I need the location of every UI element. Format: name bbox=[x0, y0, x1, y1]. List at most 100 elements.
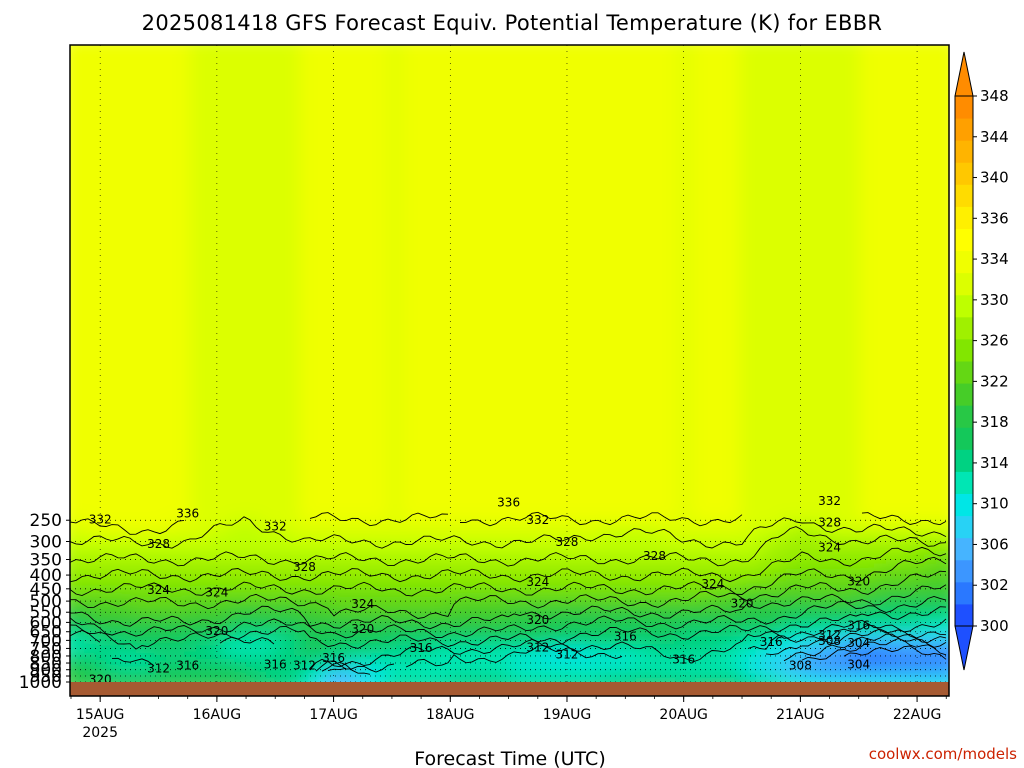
heat-cell bbox=[740, 170, 751, 180]
heat-cell bbox=[450, 143, 461, 153]
heat-cell bbox=[650, 359, 661, 369]
heat-cell bbox=[570, 89, 581, 99]
heat-cell bbox=[690, 440, 701, 450]
heat-cell bbox=[610, 305, 621, 315]
heat-cell bbox=[260, 467, 271, 477]
heat-cell bbox=[900, 188, 911, 198]
heat-cell bbox=[360, 35, 371, 45]
heat-cell bbox=[830, 467, 841, 477]
heat-cell bbox=[250, 62, 261, 72]
heat-cell bbox=[370, 296, 381, 306]
heat-cell bbox=[880, 341, 891, 351]
heat-cell bbox=[340, 377, 351, 387]
heat-cell bbox=[640, 98, 651, 108]
heat-cell bbox=[590, 62, 601, 72]
heat-cell bbox=[140, 476, 151, 486]
heat-cell bbox=[110, 395, 121, 405]
heat-cell bbox=[720, 521, 731, 531]
heat-cell bbox=[570, 449, 581, 459]
heat-cell bbox=[720, 62, 731, 72]
heat-cell bbox=[320, 413, 331, 423]
heat-cell bbox=[770, 305, 781, 315]
heat-cell bbox=[290, 332, 301, 342]
heat-cell bbox=[250, 152, 261, 162]
heat-cell bbox=[90, 197, 101, 207]
heat-cell bbox=[390, 80, 401, 90]
heat-cell bbox=[580, 485, 591, 495]
heat-cell bbox=[900, 152, 911, 162]
heat-cell bbox=[360, 332, 371, 342]
heat-cell bbox=[180, 116, 191, 126]
heat-cell bbox=[810, 485, 821, 495]
heat-cell bbox=[150, 98, 161, 108]
heat-cell bbox=[670, 206, 681, 216]
heat-cell bbox=[420, 278, 431, 288]
heat-cell bbox=[330, 269, 341, 279]
heat-cell bbox=[140, 314, 151, 324]
heat-cell bbox=[170, 404, 181, 414]
heat-cell bbox=[860, 404, 871, 414]
heat-cell bbox=[380, 53, 391, 63]
heat-cell bbox=[940, 80, 949, 90]
heat-cell bbox=[440, 179, 451, 189]
heat-cell bbox=[360, 179, 371, 189]
heat-cell bbox=[270, 35, 281, 45]
heat-cell bbox=[100, 332, 111, 342]
heat-cell bbox=[770, 431, 781, 441]
heat-cell bbox=[560, 368, 571, 378]
heat-cell bbox=[230, 314, 241, 324]
heat-cell bbox=[180, 242, 191, 252]
heat-cell bbox=[730, 350, 741, 360]
heat-cell bbox=[650, 395, 661, 405]
heat-cell bbox=[290, 314, 301, 324]
heat-cell bbox=[140, 341, 151, 351]
heat-cell bbox=[590, 206, 601, 216]
heat-cell bbox=[390, 305, 401, 315]
heat-cell bbox=[320, 62, 331, 72]
heat-cell bbox=[750, 35, 761, 45]
heat-cell bbox=[900, 368, 911, 378]
heat-cell bbox=[180, 422, 191, 432]
heat-cell bbox=[240, 422, 251, 432]
heat-cell bbox=[400, 404, 411, 414]
heat-cell bbox=[940, 413, 949, 423]
heat-cell bbox=[690, 359, 701, 369]
heat-cell bbox=[910, 413, 921, 423]
heat-cell bbox=[360, 206, 371, 216]
heat-cell bbox=[370, 80, 381, 90]
heat-cell bbox=[390, 206, 401, 216]
heat-cell bbox=[460, 134, 471, 144]
heat-cell bbox=[530, 53, 541, 63]
heat-cell bbox=[620, 179, 631, 189]
heat-cell bbox=[200, 278, 211, 288]
heat-cell bbox=[450, 422, 461, 432]
heat-cell bbox=[730, 116, 741, 126]
heat-cell bbox=[430, 224, 441, 234]
heat-cell bbox=[150, 161, 161, 171]
heat-cell bbox=[310, 413, 321, 423]
heat-cell bbox=[210, 341, 221, 351]
heat-cell bbox=[160, 251, 171, 261]
heat-cell bbox=[740, 98, 751, 108]
heat-cell bbox=[640, 386, 651, 396]
heat-cell bbox=[370, 143, 381, 153]
heat-cell bbox=[560, 80, 571, 90]
heat-cell bbox=[530, 512, 541, 522]
heat-cell bbox=[720, 89, 731, 99]
heat-cell bbox=[760, 251, 771, 261]
heat-cell bbox=[880, 521, 891, 531]
heat-cell bbox=[80, 494, 91, 504]
heat-cell bbox=[170, 35, 181, 45]
heat-cell bbox=[240, 314, 251, 324]
heat-cell bbox=[220, 251, 231, 261]
heat-cell bbox=[190, 287, 201, 297]
heat-cell bbox=[110, 287, 121, 297]
heat-cell bbox=[620, 251, 631, 261]
heat-cell bbox=[190, 332, 201, 342]
heat-cell bbox=[510, 116, 521, 126]
heat-cell bbox=[850, 521, 861, 531]
heat-cell bbox=[820, 296, 831, 306]
heat-cell bbox=[930, 494, 941, 504]
heat-cell bbox=[810, 188, 821, 198]
heat-cell bbox=[100, 62, 111, 72]
